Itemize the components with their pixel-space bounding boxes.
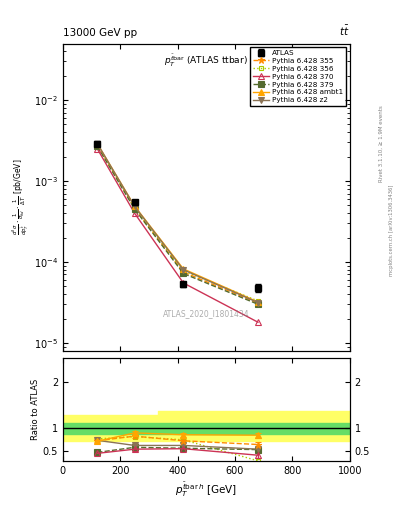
Text: Rivet 3.1.10, ≥ 1.9M events: Rivet 3.1.10, ≥ 1.9M events [379,105,384,182]
Pythia 6.428 z2 [95,140,100,146]
Line: Pythia 6.428 356: Pythia 6.428 356 [95,142,261,303]
Pythia 6.428 356 [132,204,137,210]
Pythia 6.428 z2 [181,267,186,273]
Pythia 6.428 ambt1 [95,140,100,146]
Pythia 6.428 370 [132,210,137,216]
Pythia 6.428 355 [255,300,260,306]
Pythia 6.428 379 [132,206,137,212]
Pythia 6.428 355 [181,269,186,275]
Pythia 6.428 356 [95,142,100,148]
Pythia 6.428 z2 [132,203,137,209]
Pythia 6.428 379 [95,143,100,149]
Text: $t\bar{t}$: $t\bar{t}$ [339,24,350,38]
Text: $p_T^{\bar{t}\mathrm{bar}}$ (ATLAS ttbar): $p_T^{\bar{t}\mathrm{bar}}$ (ATLAS ttbar… [164,53,248,69]
Text: ATLAS_2020_I1801434: ATLAS_2020_I1801434 [163,309,250,318]
Pythia 6.428 370 [181,280,186,286]
Pythia 6.428 355 [95,142,100,148]
Y-axis label: Ratio to ATLAS: Ratio to ATLAS [31,379,40,440]
Pythia 6.428 z2 [255,300,260,306]
Pythia 6.428 379 [255,301,260,307]
Pythia 6.428 370 [95,146,100,152]
Pythia 6.428 ambt1 [255,299,260,305]
Pythia 6.428 370 [255,319,260,325]
Line: Pythia 6.428 379: Pythia 6.428 379 [95,143,261,307]
Pythia 6.428 356 [255,298,260,304]
Line: Pythia 6.428 z2: Pythia 6.428 z2 [95,141,261,305]
Legend: ATLAS, Pythia 6.428 355, Pythia 6.428 356, Pythia 6.428 370, Pythia 6.428 379, P: ATLAS, Pythia 6.428 355, Pythia 6.428 35… [250,47,346,106]
Text: 13000 GeV pp: 13000 GeV pp [63,28,137,38]
Pythia 6.428 356 [181,268,186,274]
Line: Pythia 6.428 355: Pythia 6.428 355 [94,141,261,307]
Pythia 6.428 355 [132,205,137,211]
Pythia 6.428 ambt1 [132,203,137,209]
X-axis label: $p^{\bar{t}\mathrm{bar}\,h}_T$ [GeV]: $p^{\bar{t}\mathrm{bar}\,h}_T$ [GeV] [175,481,237,500]
Y-axis label: $\frac{d^2\sigma}{dp_T^{\bar{t}}} \cdot \frac{1}{\sigma_{fid}} \cdot \frac{1}{\D: $\frac{d^2\sigma}{dp_T^{\bar{t}}} \cdot … [10,159,31,236]
Line: Pythia 6.428 370: Pythia 6.428 370 [95,146,261,325]
Text: mcplots.cern.ch [arXiv:1306.3436]: mcplots.cern.ch [arXiv:1306.3436] [389,185,393,276]
Pythia 6.428 ambt1 [181,266,186,272]
Pythia 6.428 379 [181,270,186,276]
Line: Pythia 6.428 ambt1: Pythia 6.428 ambt1 [95,141,261,305]
